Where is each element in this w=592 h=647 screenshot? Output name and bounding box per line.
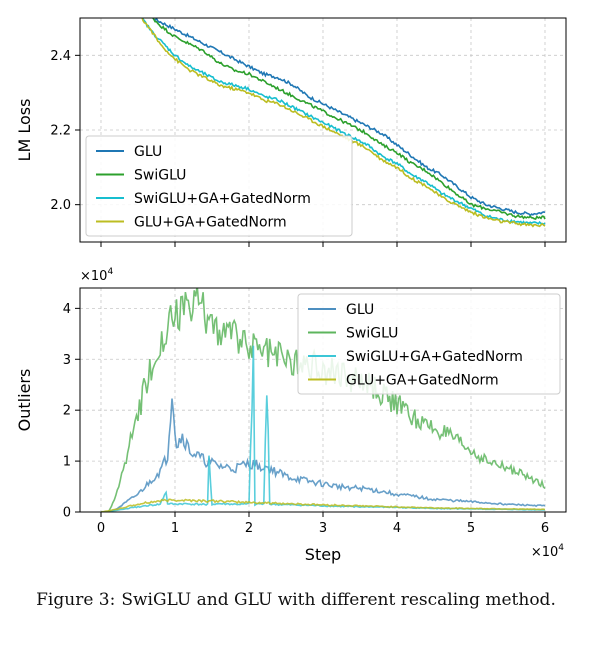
series-line-glu	[151, 18, 546, 217]
legend-entry: SwiGLU+GA+GatedNorm	[134, 191, 311, 207]
y-tick-label: 2.2	[50, 124, 71, 139]
figure: 2.0 2.2 2.4 LM Loss GLU SwiGLU SwiGLU+GA+Gated…	[15, 17, 567, 564]
legend: GLU SwiGLU SwiGLU+GA+GatedNorm GLU+GA+Gated…	[297, 293, 561, 395]
y-tick-label: 4	[63, 302, 71, 317]
x-tick-label: 4	[393, 521, 401, 536]
legend-entry: GLU+GA+GatedNorm	[134, 215, 287, 231]
x-tick-label: 6	[541, 521, 549, 536]
y-tick-label: 1	[63, 455, 71, 470]
y-tick-label: 2	[63, 404, 71, 419]
legend-entry: SwiGLU	[134, 168, 186, 184]
legend-entry: GLU+GA+GatedNorm	[346, 373, 499, 389]
legend-entry: SwiGLU	[346, 326, 398, 342]
loss-panel: 2.0 2.2 2.4 LM Loss GLU SwiGLU SwiGLU+GA+Gated…	[15, 17, 567, 247]
legend-box	[297, 293, 561, 395]
y-tick-label: 2.0	[50, 198, 71, 213]
series-line-swiglu-ga-gatednorm	[141, 18, 546, 226]
y-axis-label: LM Loss	[15, 99, 34, 162]
figure-caption: Figure 3: SwiGLU and GLU with different r…	[0, 590, 592, 610]
series-line-swiglu	[152, 18, 546, 221]
legend-entry: GLU	[134, 144, 162, 160]
x-tick-label: 3	[319, 521, 327, 536]
outliers-panel: 0 1 2 3 4 5 6 0 1 2 3 4 Outliers Step ×104 ×104 GLU SwiGL…	[15, 267, 567, 564]
y-tick-label: 2.4	[50, 49, 71, 64]
y-tick-label: 3	[63, 353, 71, 368]
legend-entry: GLU	[346, 302, 374, 318]
y-tick-label: 0	[63, 506, 71, 521]
y-multiplier: ×104	[80, 267, 113, 284]
x-axis-label: Step	[305, 545, 341, 564]
x-tick-label: 0	[97, 521, 105, 536]
series-line-glu	[101, 398, 546, 512]
legend-box	[85, 135, 353, 237]
legend: GLU SwiGLU SwiGLU+GA+GatedNorm GLU+GA+Gated…	[85, 135, 353, 237]
caption-label: Figure 3:	[36, 590, 116, 610]
x-tick-label: 5	[467, 521, 475, 536]
legend-entry: SwiGLU+GA+GatedNorm	[346, 349, 523, 365]
caption-text: SwiGLU and GLU with different rescaling …	[121, 590, 556, 610]
x-multiplier: ×104	[531, 543, 564, 560]
x-tick-label: 2	[245, 521, 253, 536]
x-tick-label: 1	[171, 521, 179, 536]
y-axis-label: Outliers	[15, 369, 34, 432]
series-line-glu-ga-gatednorm	[100, 498, 546, 512]
